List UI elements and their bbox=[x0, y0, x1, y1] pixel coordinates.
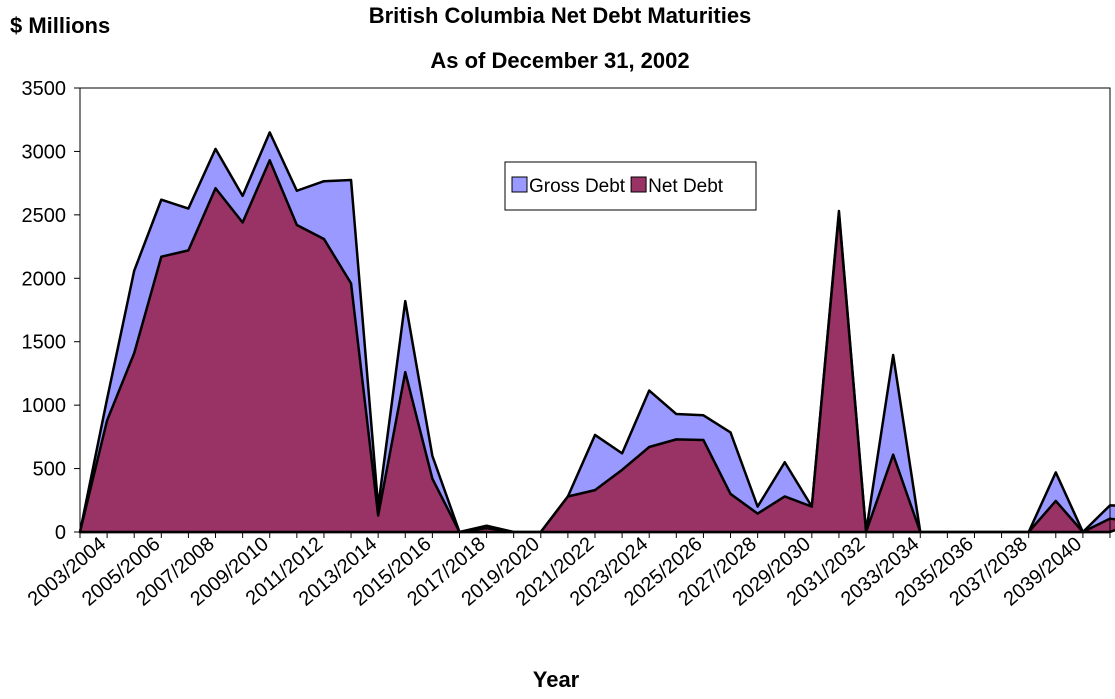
legend-label: Gross Debt bbox=[529, 176, 626, 197]
legend-label: Net Debt bbox=[648, 176, 724, 197]
y-tick-label: 0 bbox=[55, 522, 66, 544]
chart-title: British Columbia Net Debt Maturities bbox=[369, 3, 752, 28]
y-axis-title: $ Millions bbox=[10, 13, 110, 38]
legend-swatch bbox=[631, 177, 646, 192]
legend: Gross Debt Net Debt bbox=[505, 162, 756, 210]
y-tick-label: 1500 bbox=[22, 332, 67, 354]
legend-swatch bbox=[512, 177, 527, 192]
y-tick-label: 1000 bbox=[22, 395, 67, 417]
y-tick-label: 2000 bbox=[22, 268, 67, 290]
y-tick-label: 3000 bbox=[22, 141, 67, 163]
plot-area: 05001000150020002500300035002003/2004200… bbox=[22, 78, 1115, 611]
y-tick-label: 500 bbox=[33, 459, 66, 481]
x-axis-title: Year bbox=[533, 667, 580, 692]
y-tick-label: 2500 bbox=[22, 205, 67, 227]
chart-subtitle: As of December 31, 2002 bbox=[430, 48, 689, 73]
y-tick-label: 3500 bbox=[22, 78, 67, 100]
